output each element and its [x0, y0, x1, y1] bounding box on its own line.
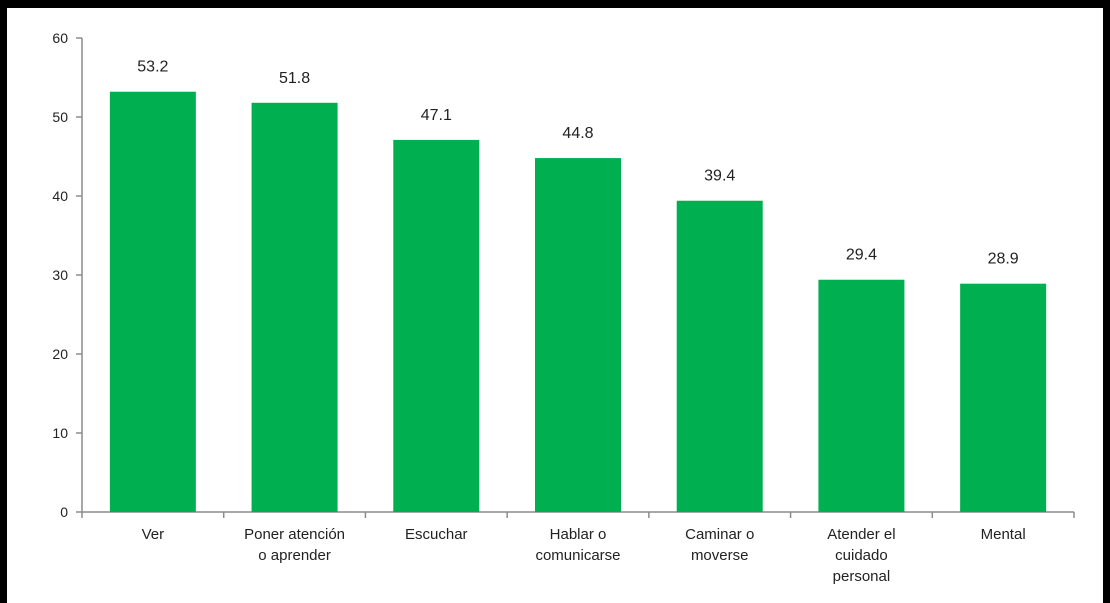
y-tick-label: 10	[52, 425, 68, 441]
labels-layer: 53.2 Ver 51.8 Poner atención o aprender 47.1 E…	[137, 59, 1025, 585]
x-category-label: Poner atención o aprender	[244, 526, 345, 564]
bar	[676, 200, 763, 513]
x-category-label: Caminar o moverse	[685, 526, 754, 564]
data-label: 29.4	[846, 247, 877, 264]
data-label: 53.2	[137, 59, 168, 76]
y-tick-label: 30	[52, 267, 68, 283]
y-tick-label: 50	[52, 109, 68, 125]
y-tick-label: 20	[52, 346, 68, 362]
x-category-label: Escuchar	[405, 526, 468, 543]
bar	[393, 139, 480, 512]
x-category-label: Mental	[981, 526, 1026, 543]
x-category-label: Ver	[142, 526, 165, 543]
bar	[251, 102, 338, 512]
data-label: 47.1	[421, 107, 452, 124]
bars-layer	[109, 91, 1047, 513]
bar	[818, 279, 905, 512]
bar	[535, 158, 621, 512]
y-tick-label: 60	[52, 30, 68, 46]
bar	[960, 283, 1047, 512]
data-label: 51.8	[279, 70, 310, 87]
data-label: 44.8	[562, 125, 593, 142]
x-category-label: Hablar o comunicarse	[535, 526, 620, 564]
y-tick-label: 0	[60, 504, 68, 520]
data-label: 28.9	[988, 251, 1019, 268]
data-label: 39.4	[704, 168, 735, 185]
x-category-label: Atender el cuidado personal	[827, 526, 895, 585]
y-tick-label: 40	[52, 188, 68, 204]
bar	[109, 91, 196, 512]
